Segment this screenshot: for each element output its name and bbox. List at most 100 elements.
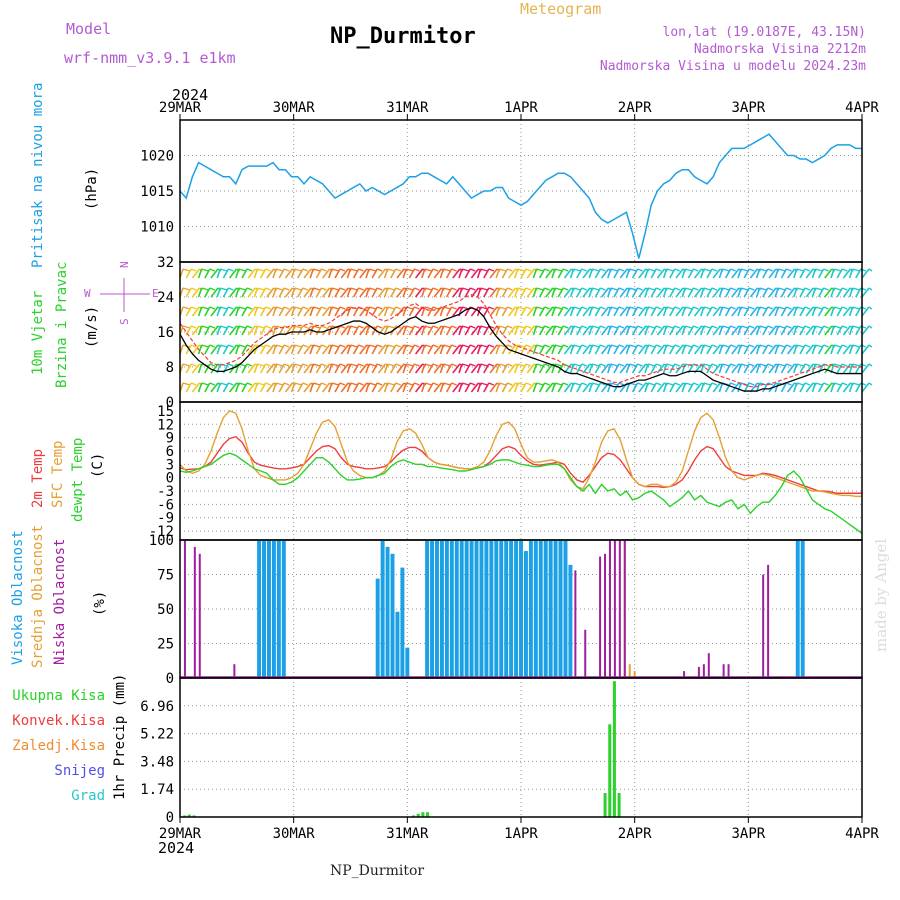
wind-barb	[204, 325, 211, 336]
wind-barb-flag	[302, 306, 309, 310]
wind-barb-flag	[544, 287, 550, 291]
wind-barb-flag	[238, 306, 246, 310]
wind-barb-flag	[722, 268, 730, 272]
wind-barb-flag	[562, 287, 569, 291]
wind-barb	[569, 287, 575, 298]
wind-barb	[706, 382, 713, 393]
pressure-line	[179, 133, 862, 259]
wind-barb	[662, 268, 668, 279]
low-cloud-bar	[613, 540, 616, 678]
wind-barb	[520, 344, 527, 355]
wind-barb	[290, 306, 296, 317]
wind-barb	[805, 287, 814, 298]
precip-unit: 1hr Precip (mm)	[112, 674, 128, 800]
wind-barb	[582, 306, 591, 317]
wind-barb	[576, 363, 583, 374]
wind-barb	[842, 306, 852, 317]
wind-barb-flag	[637, 287, 643, 291]
wind-barb-flag	[480, 325, 488, 329]
wind-barb-flag	[841, 268, 848, 272]
wind-barb	[359, 287, 368, 298]
wind-barb	[836, 363, 843, 374]
year-bottom: 2024	[158, 839, 194, 857]
wind-barb-flag	[257, 268, 265, 272]
wind-barb-flag	[786, 382, 792, 386]
wind-barb-flag	[283, 287, 290, 291]
wind-barb	[197, 363, 203, 374]
meteogram-label: Meteogram	[520, 0, 601, 18]
wind-barb	[861, 306, 870, 317]
wind-barb-flag	[339, 363, 346, 367]
wind-barb-flag	[693, 344, 699, 348]
wind-barb-flag	[637, 382, 643, 386]
wind-barb-flag	[275, 306, 284, 310]
wind-barb	[526, 325, 535, 336]
wind-barb	[762, 344, 769, 355]
wind-legend-1: 10m Vjetar	[30, 291, 46, 375]
wind-barb-flag	[480, 382, 488, 386]
high-cloud-bar	[528, 540, 533, 678]
high-cloud-bar	[538, 540, 543, 678]
wind-barb-flag	[432, 344, 439, 348]
wind-barb-flag	[294, 287, 302, 291]
wind-barb	[582, 344, 591, 355]
wind-barb-flag	[536, 325, 544, 329]
credit-text: made by Angel	[872, 539, 890, 652]
wind-barb	[266, 306, 275, 317]
wind-barb	[464, 344, 471, 355]
wind-barb	[706, 325, 713, 336]
x-tick-label-bottom: 31MAR	[386, 826, 429, 842]
wind-barb	[247, 344, 256, 355]
wind-barb-flag	[525, 344, 532, 348]
wind-barb-flag	[525, 363, 532, 367]
wind-barb	[365, 325, 370, 336]
wind-barb	[811, 382, 817, 393]
wind-barb-flag	[730, 344, 736, 348]
wind-barb	[675, 268, 684, 279]
wind-barb-flag	[740, 268, 749, 272]
wind-barb-flag	[424, 325, 432, 329]
wind-barb	[390, 344, 397, 355]
wind-barb-flag	[685, 344, 693, 348]
wind-barb	[638, 363, 647, 374]
wind-barb	[495, 344, 500, 355]
wind-barb	[786, 306, 796, 317]
wind-barb	[600, 325, 610, 336]
wind-barb	[650, 344, 657, 355]
wind-barb	[693, 344, 703, 355]
wind-barb	[439, 325, 445, 336]
wind-barb-flag	[358, 287, 364, 291]
wind-barb	[681, 268, 686, 279]
pressure-legend: Pritisak na nivou mora	[30, 83, 46, 268]
wind-barb-flag	[480, 287, 488, 291]
wind-barb	[228, 287, 238, 298]
wind-barb	[737, 306, 742, 317]
wind-barb-flag	[554, 363, 563, 367]
wind-barb-flag	[414, 382, 420, 386]
wind-barb	[842, 325, 852, 336]
wind-barb-flag	[629, 344, 637, 348]
wind-barb	[836, 268, 843, 279]
wind-barb	[414, 344, 424, 355]
wind-barb	[830, 325, 835, 336]
wind-barb	[724, 363, 732, 374]
wind-barb	[452, 287, 461, 298]
wind-barb	[210, 287, 219, 298]
wind-barb	[706, 306, 713, 317]
wind-barb-flag	[190, 306, 197, 310]
wind-barb	[613, 363, 620, 374]
wind-barb-flag	[294, 363, 302, 367]
high-cloud-bar	[380, 540, 385, 678]
precip-type-total: Ukupna Kisa	[12, 688, 105, 704]
wind-barb	[563, 382, 573, 393]
wind-barb	[272, 344, 277, 355]
wind-barb-flag	[833, 325, 842, 329]
wind-barb	[631, 268, 639, 279]
wind-barb-flag	[767, 306, 774, 310]
wind-barb	[545, 306, 554, 317]
wind-barb-flag	[841, 382, 848, 386]
wind-barb-flag	[815, 344, 823, 348]
wind-barb	[712, 287, 721, 298]
wind-barb-flag	[414, 306, 420, 310]
wind-barb-flag	[748, 287, 755, 291]
